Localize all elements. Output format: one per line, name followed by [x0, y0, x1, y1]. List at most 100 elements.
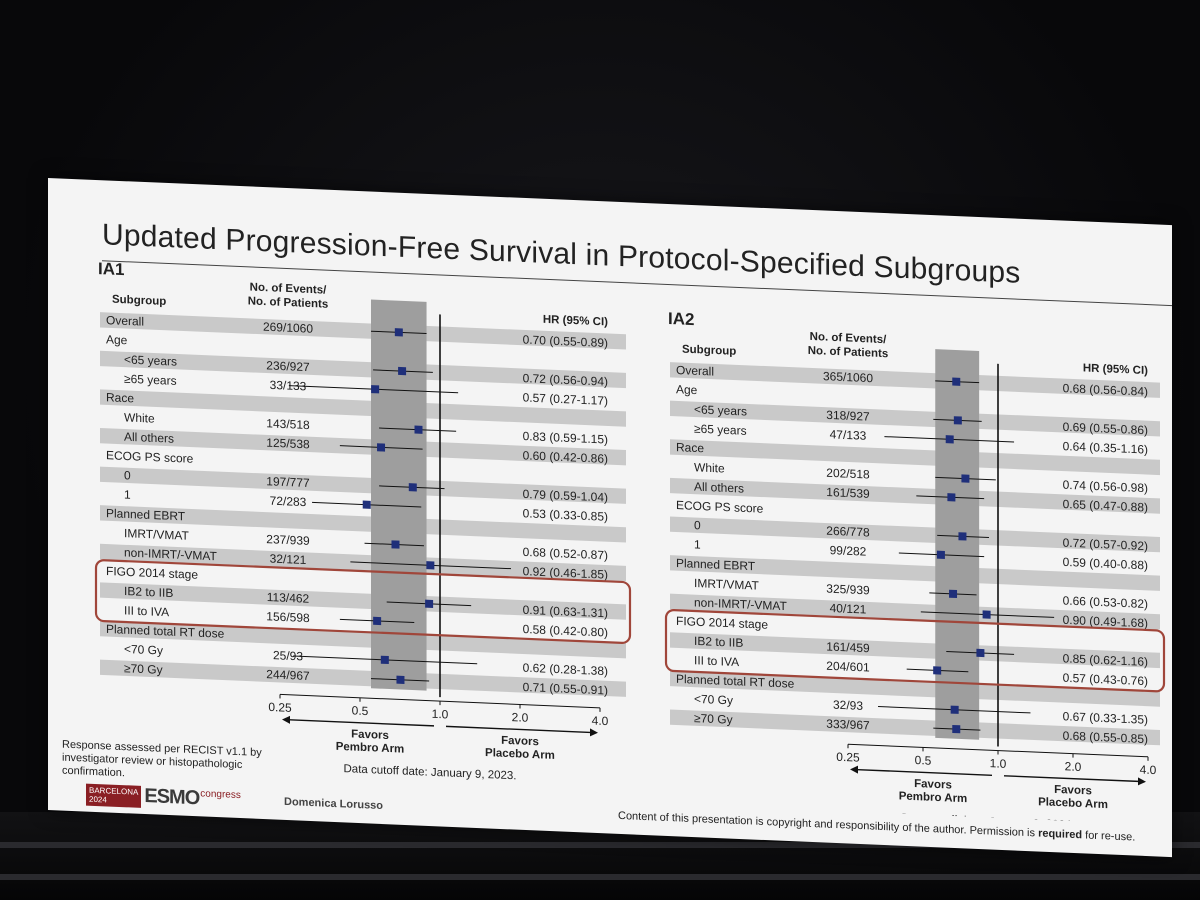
subgroup-label: non-IMRT/-VMAT	[124, 545, 218, 563]
hr-point-marker	[414, 425, 423, 434]
events-value: 32/93	[833, 698, 863, 713]
x-tick-label: 0.5	[352, 703, 369, 718]
subgroup-header: FIGO 2014 stage	[106, 564, 198, 582]
events-value: 202/518	[826, 466, 870, 482]
hr-ci-value: 0.83 (0.59-1.15)	[523, 429, 608, 447]
truss-bar	[0, 874, 1200, 880]
logo-brand: ESMO	[144, 785, 200, 810]
subgroup-label: 1	[694, 537, 701, 551]
hr-ci-value: 0.67 (0.33-1.35)	[1063, 709, 1148, 727]
subgroup-label: Overall	[676, 363, 714, 379]
col-header-subgroup: Subgroup	[682, 344, 736, 358]
subgroup-label: <65 years	[694, 402, 747, 418]
hr-ci-value: 0.92 (0.46-1.85)	[523, 564, 608, 582]
hr-ci-value: 0.58 (0.42-0.80)	[523, 622, 608, 640]
logo-city-block: BARCELONA 2024	[86, 783, 142, 808]
hr-point-marker	[976, 648, 985, 658]
panel-title: IA1	[98, 259, 124, 279]
x-tick-label: 1.0	[990, 756, 1007, 771]
subgroup-label: non-IMRT/-VMAT	[694, 595, 788, 613]
overall-ci-band	[371, 299, 427, 691]
hr-ci-value: 0.85 (0.62-1.16)	[1063, 651, 1148, 669]
hr-point-marker	[371, 385, 380, 394]
events-value: 156/598	[266, 609, 310, 625]
hr-ci-value: 0.53 (0.33-0.85)	[523, 506, 608, 524]
row-stripe	[100, 620, 626, 659]
hr-point-marker	[380, 655, 389, 665]
events-value: 325/939	[826, 582, 870, 598]
col-header-events: No. of Events/	[810, 331, 887, 346]
hr-ci-value: 0.72 (0.57-0.92)	[1063, 536, 1148, 554]
row-stripe	[100, 389, 626, 427]
data-cutoff-date: Data cutoff date: January 9, 2023.	[344, 763, 517, 782]
events-value: 72/283	[270, 494, 307, 510]
subgroup-label: All others	[694, 480, 744, 496]
x-tick-label: 2.0	[512, 710, 529, 725]
row-stripe	[100, 505, 626, 543]
subgroup-label: ≥70 Gy	[124, 661, 163, 677]
subgroup-header: Planned total RT dose	[676, 672, 795, 691]
hr-point-marker	[362, 500, 371, 509]
events-value: 40/121	[830, 601, 867, 617]
subgroup-header: Planned total RT dose	[106, 622, 225, 641]
favors-right-label: Favors	[501, 735, 539, 749]
row-stripe	[670, 632, 1160, 669]
overall-ci-band	[935, 349, 980, 740]
favors-placebo-arrow	[446, 725, 590, 734]
subgroup-header: ECOG PS score	[676, 498, 764, 516]
subgroup-label: IB2 to IIB	[694, 634, 743, 650]
hr-point-marker	[425, 599, 434, 608]
col-header-hr: HR (95% CI)	[543, 314, 608, 329]
favors-placebo-arrow	[1004, 775, 1138, 783]
hr-point-marker	[936, 550, 945, 559]
subgroup-label: All others	[124, 430, 174, 446]
events-value: 25/93	[273, 648, 303, 663]
favors-left-arm: Pembro Arm	[336, 741, 405, 756]
hr-point-marker	[377, 443, 386, 452]
subgroup-label: IMRT/VMAT	[124, 526, 190, 543]
row-stripe	[670, 439, 1160, 476]
hr-ci-value: 0.79 (0.59-1.04)	[523, 487, 608, 505]
x-tick-label: 2.0	[1065, 759, 1082, 774]
highlight-box	[94, 559, 632, 644]
favors-left-arm: Pembro Arm	[899, 790, 968, 805]
subgroup-header: ECOG PS score	[106, 448, 194, 466]
subgroup-label: 0	[124, 468, 131, 482]
row-stripe	[670, 555, 1160, 591]
events-value: 197/777	[266, 474, 310, 490]
col-header-patients: No. of Patients	[248, 295, 328, 310]
row-stripe	[670, 593, 1160, 630]
x-tick-label: 0.25	[836, 750, 860, 765]
hr-ci-value: 0.60 (0.42-0.86)	[523, 448, 608, 466]
hr-ci-value: 0.72 (0.56-0.94)	[523, 371, 608, 389]
x-tick-label: 0.25	[268, 700, 292, 715]
arrowhead-right-icon	[590, 728, 598, 737]
hr-point-marker	[391, 540, 400, 549]
events-value: 99/282	[830, 543, 867, 559]
subgroup-label: <70 Gy	[124, 642, 163, 658]
events-value: 143/518	[266, 416, 310, 432]
row-stripe	[100, 312, 626, 350]
subgroup-label: ≥65 years	[694, 422, 747, 438]
events-value: 32/121	[270, 552, 307, 568]
hr-ci-value: 0.69 (0.55-0.86)	[1063, 420, 1148, 438]
subgroup-label: III to IVA	[124, 603, 169, 619]
events-value: 244/967	[266, 667, 310, 683]
row-stripe	[670, 477, 1160, 514]
copyright-required: required	[1038, 827, 1083, 842]
events-value: 204/601	[826, 659, 870, 675]
forest-plots: IA1 Subgroup No. of Events/No. of Patients…	[94, 259, 1166, 825]
subgroup-label: 1	[124, 488, 131, 502]
highlight-box	[664, 609, 1166, 693]
hr-ci-value: 0.66 (0.53-0.82)	[1063, 593, 1148, 611]
favors-left-label: Favors	[914, 778, 952, 792]
events-value: 333/967	[826, 717, 870, 733]
hr-point-marker	[982, 610, 991, 619]
esmo-logo: BARCELONA 2024 ESMO congress	[86, 783, 241, 812]
hr-ci-value: 0.65 (0.47-0.88)	[1063, 497, 1148, 515]
truss-bar	[0, 842, 1200, 848]
subgroup-header: Race	[676, 440, 704, 455]
hr-point-marker	[950, 705, 959, 714]
arrowhead-left-icon	[282, 715, 290, 724]
events-value: 365/1060	[823, 369, 873, 385]
